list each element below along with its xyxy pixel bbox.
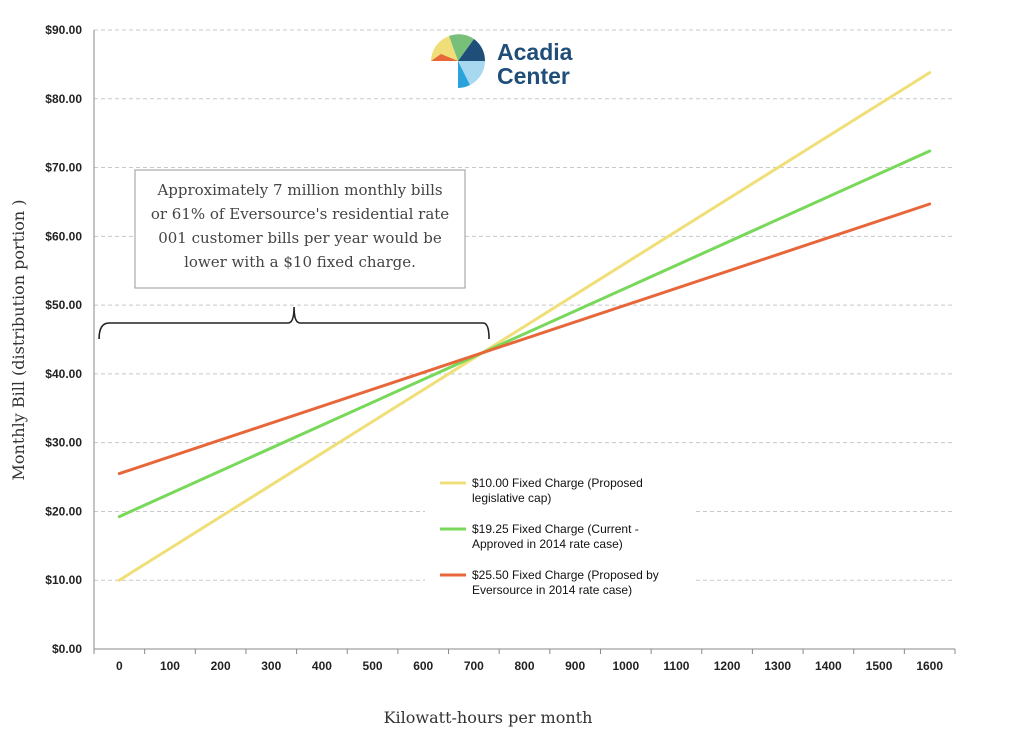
y-tick-label: $0.00 (52, 642, 82, 656)
annotation-brace (98, 306, 490, 340)
y-tick-labels: $0.00 $10.00 $20.00 $30.00 $40.00 $50.00 $60.0… (45, 23, 82, 656)
x-tick-label: 1400 (815, 659, 842, 673)
x-tick-label: 800 (514, 659, 534, 673)
acadia-center-logo: Acadia Center (431, 34, 573, 89)
x-tick-label: 200 (211, 659, 231, 673)
series-line-3 (117, 202, 932, 476)
annotation-line: or 61% of Eversource's residential rate (151, 205, 449, 223)
x-tick-label: 0 (116, 659, 123, 673)
x-tick-label: 1500 (866, 659, 893, 673)
x-tick-label: 600 (413, 659, 433, 673)
legend-label: $19.25 Fixed Charge (Current - (472, 522, 639, 536)
legend-label: $10.00 Fixed Charge (Proposed (472, 476, 643, 490)
annotation-box: Approximately 7 million monthly bills or … (98, 169, 490, 340)
x-tick-label: 1100 (663, 659, 689, 673)
y-tick-label: $40.00 (45, 367, 82, 381)
axes (93, 30, 956, 654)
y-tick-label: $50.00 (45, 298, 82, 312)
annotation-line: 001 customer bills per year would be (158, 229, 442, 247)
x-tick-label: 1600 (916, 659, 943, 673)
annotation-line: lower with a $10 fixed charge. (184, 253, 416, 271)
x-axis-title: Kilowatt-hours per month (384, 708, 593, 727)
y-axis-title: Monthly Bill (distribution portion ) (9, 200, 28, 481)
series-line-1 (117, 71, 932, 582)
x-tick-label: 100 (160, 659, 180, 673)
legend-label: legislative cap) (472, 491, 551, 505)
x-tick-label: 1200 (714, 659, 741, 673)
x-tick-label: 700 (464, 659, 484, 673)
series-line-2 (117, 149, 932, 519)
x-tick-label: 400 (312, 659, 332, 673)
y-tick-label: $10.00 (45, 573, 82, 587)
x-tick-labels: 0 100 200 300 400 500 600 700 800 900 1000 1100 1200… (116, 659, 943, 673)
y-tick-label: $80.00 (45, 92, 82, 106)
legend: $10.00 Fixed Charge (Proposedlegislative… (425, 463, 695, 608)
x-tick-label: 300 (261, 659, 281, 673)
x-tick-label: 1000 (612, 659, 639, 673)
logo-line1: Acadia (497, 39, 573, 65)
annotation-text: Approximately 7 million monthly bills or … (151, 181, 449, 271)
y-tick-label: $70.00 (45, 161, 82, 175)
annotation-line: Approximately 7 million monthly bills (156, 181, 442, 199)
logo-mark-icon (431, 34, 486, 88)
x-tick-label: 1300 (764, 659, 791, 673)
logo-line2: Center (497, 63, 570, 89)
y-tick-label: $30.00 (45, 436, 82, 450)
legend-label: Eversource in 2014 rate case) (472, 583, 632, 597)
x-tick-label: 500 (363, 659, 383, 673)
x-tick-label: 900 (565, 659, 585, 673)
y-tick-label: $20.00 (45, 504, 82, 518)
series-lines (117, 71, 932, 582)
legend-label: $25.50 Fixed Charge (Proposed by (472, 568, 659, 582)
legend-label: Approved in 2014 rate case) (472, 537, 623, 551)
y-tick-label: $60.00 (45, 229, 82, 243)
y-tick-label: $90.00 (45, 23, 82, 37)
